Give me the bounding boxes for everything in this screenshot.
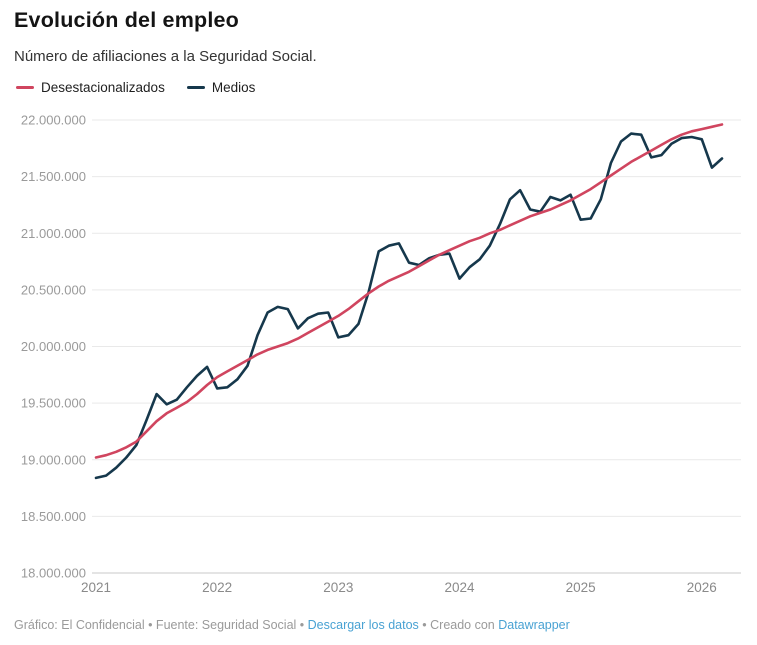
y-axis-tick-label: 19.000.000 — [21, 452, 86, 467]
x-axis-tick-label: 2025 — [566, 580, 596, 595]
series-line-desestacionalizados — [94, 123, 724, 459]
y-axis-tick-label: 20.500.000 — [21, 282, 86, 297]
series-group — [94, 123, 724, 480]
datawrapper-link[interactable]: Datawrapper — [498, 618, 570, 632]
x-axis-tick-label: 2026 — [687, 580, 717, 595]
credit-text: Gráfico: El Confidencial • Fuente: Segur… — [14, 618, 308, 632]
y-axis-tick-label: 18.000.000 — [21, 566, 86, 581]
legend-swatch-medios-icon — [186, 86, 205, 89]
gridlines-group — [92, 119, 741, 574]
x-axis-tick-label: 2024 — [444, 580, 475, 595]
x-axis-tick-label: 2023 — [323, 580, 353, 595]
attribution-footer: Gráfico: El Confidencial • Fuente: Segur… — [14, 618, 570, 632]
chart-subtitle: Número de afiliaciones a la Seguridad So… — [14, 48, 317, 65]
legend-label: Medios — [211, 80, 256, 95]
y-axis-tick-label: 22.000.000 — [21, 113, 86, 128]
series-line-medios — [94, 132, 724, 480]
x-axis-tick-label: 2021 — [81, 580, 111, 595]
x-axis-tick-label: 2022 — [202, 580, 232, 595]
y-axis-labels-group: 18.000.000 18.500.000 19.000.000 19.500.000… — [21, 113, 86, 581]
download-data-link[interactable]: Descargar los datos — [307, 618, 419, 632]
x-axis-labels-group: 2021 2022 2023 2024 2025 2026 — [81, 580, 717, 595]
y-axis-tick-label: 21.000.000 — [21, 226, 86, 241]
created-with-text: • Creado con — [418, 618, 499, 632]
legend-item-desestacionalizados: Desestacionalizados — [16, 80, 165, 95]
page-title: Evolución del empleo — [14, 8, 240, 32]
legend-label: Desestacionalizados — [41, 80, 165, 95]
y-axis-tick-label: 18.500.000 — [21, 509, 86, 524]
y-axis-tick-label: 20.000.000 — [21, 339, 86, 354]
legend-item-medios: Medios — [186, 80, 256, 95]
legend-swatch-desestacionalizados-icon — [16, 86, 34, 89]
legend: Desestacionalizados Medios — [16, 80, 255, 95]
y-axis-tick-label: 19.500.000 — [21, 396, 86, 411]
y-axis-tick-label: 21.500.000 — [21, 169, 86, 184]
